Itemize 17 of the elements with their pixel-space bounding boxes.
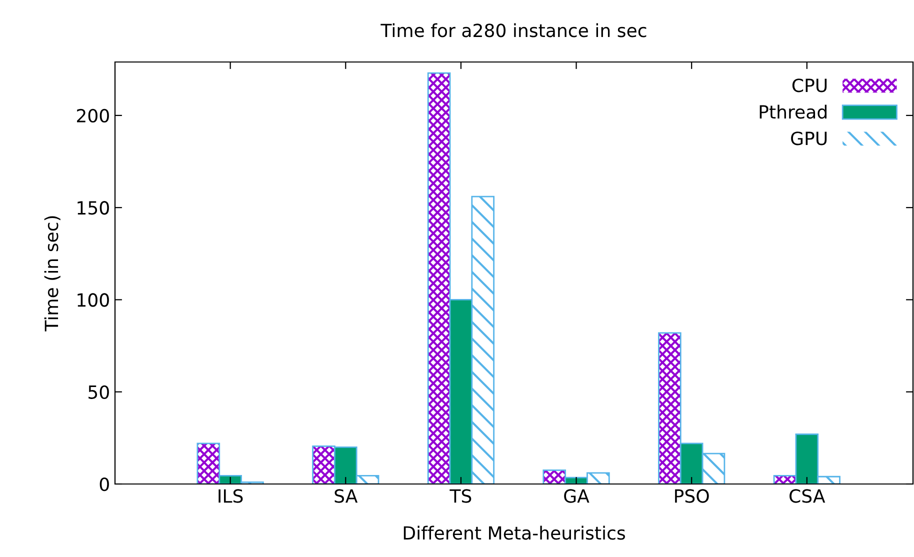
x-tick-label: SA <box>334 489 358 503</box>
legend-label: Pthread <box>760 104 826 119</box>
legend-label: CPU <box>792 78 827 92</box>
y-tick-label: 200 <box>77 108 109 123</box>
chart-title: Time for a280 instance in sec <box>380 23 646 38</box>
x-tick-label: TS <box>450 489 472 503</box>
y-tick-label: 0 <box>100 477 109 492</box>
y-tick-label: 150 <box>78 201 109 215</box>
x-tick-label: CSA <box>790 489 826 503</box>
legend-label: GPU <box>791 132 827 146</box>
y-tick-label: 100 <box>78 293 109 307</box>
x-axis-title: Different Meta-heuristics <box>404 526 625 540</box>
y-tick-label: 50 <box>88 385 109 399</box>
x-tick-label: PSO <box>675 489 709 503</box>
x-tick-label: GA <box>564 489 590 503</box>
x-tick-label: ILS <box>218 489 243 503</box>
y-axis-title: Time (in sec) <box>44 216 60 332</box>
